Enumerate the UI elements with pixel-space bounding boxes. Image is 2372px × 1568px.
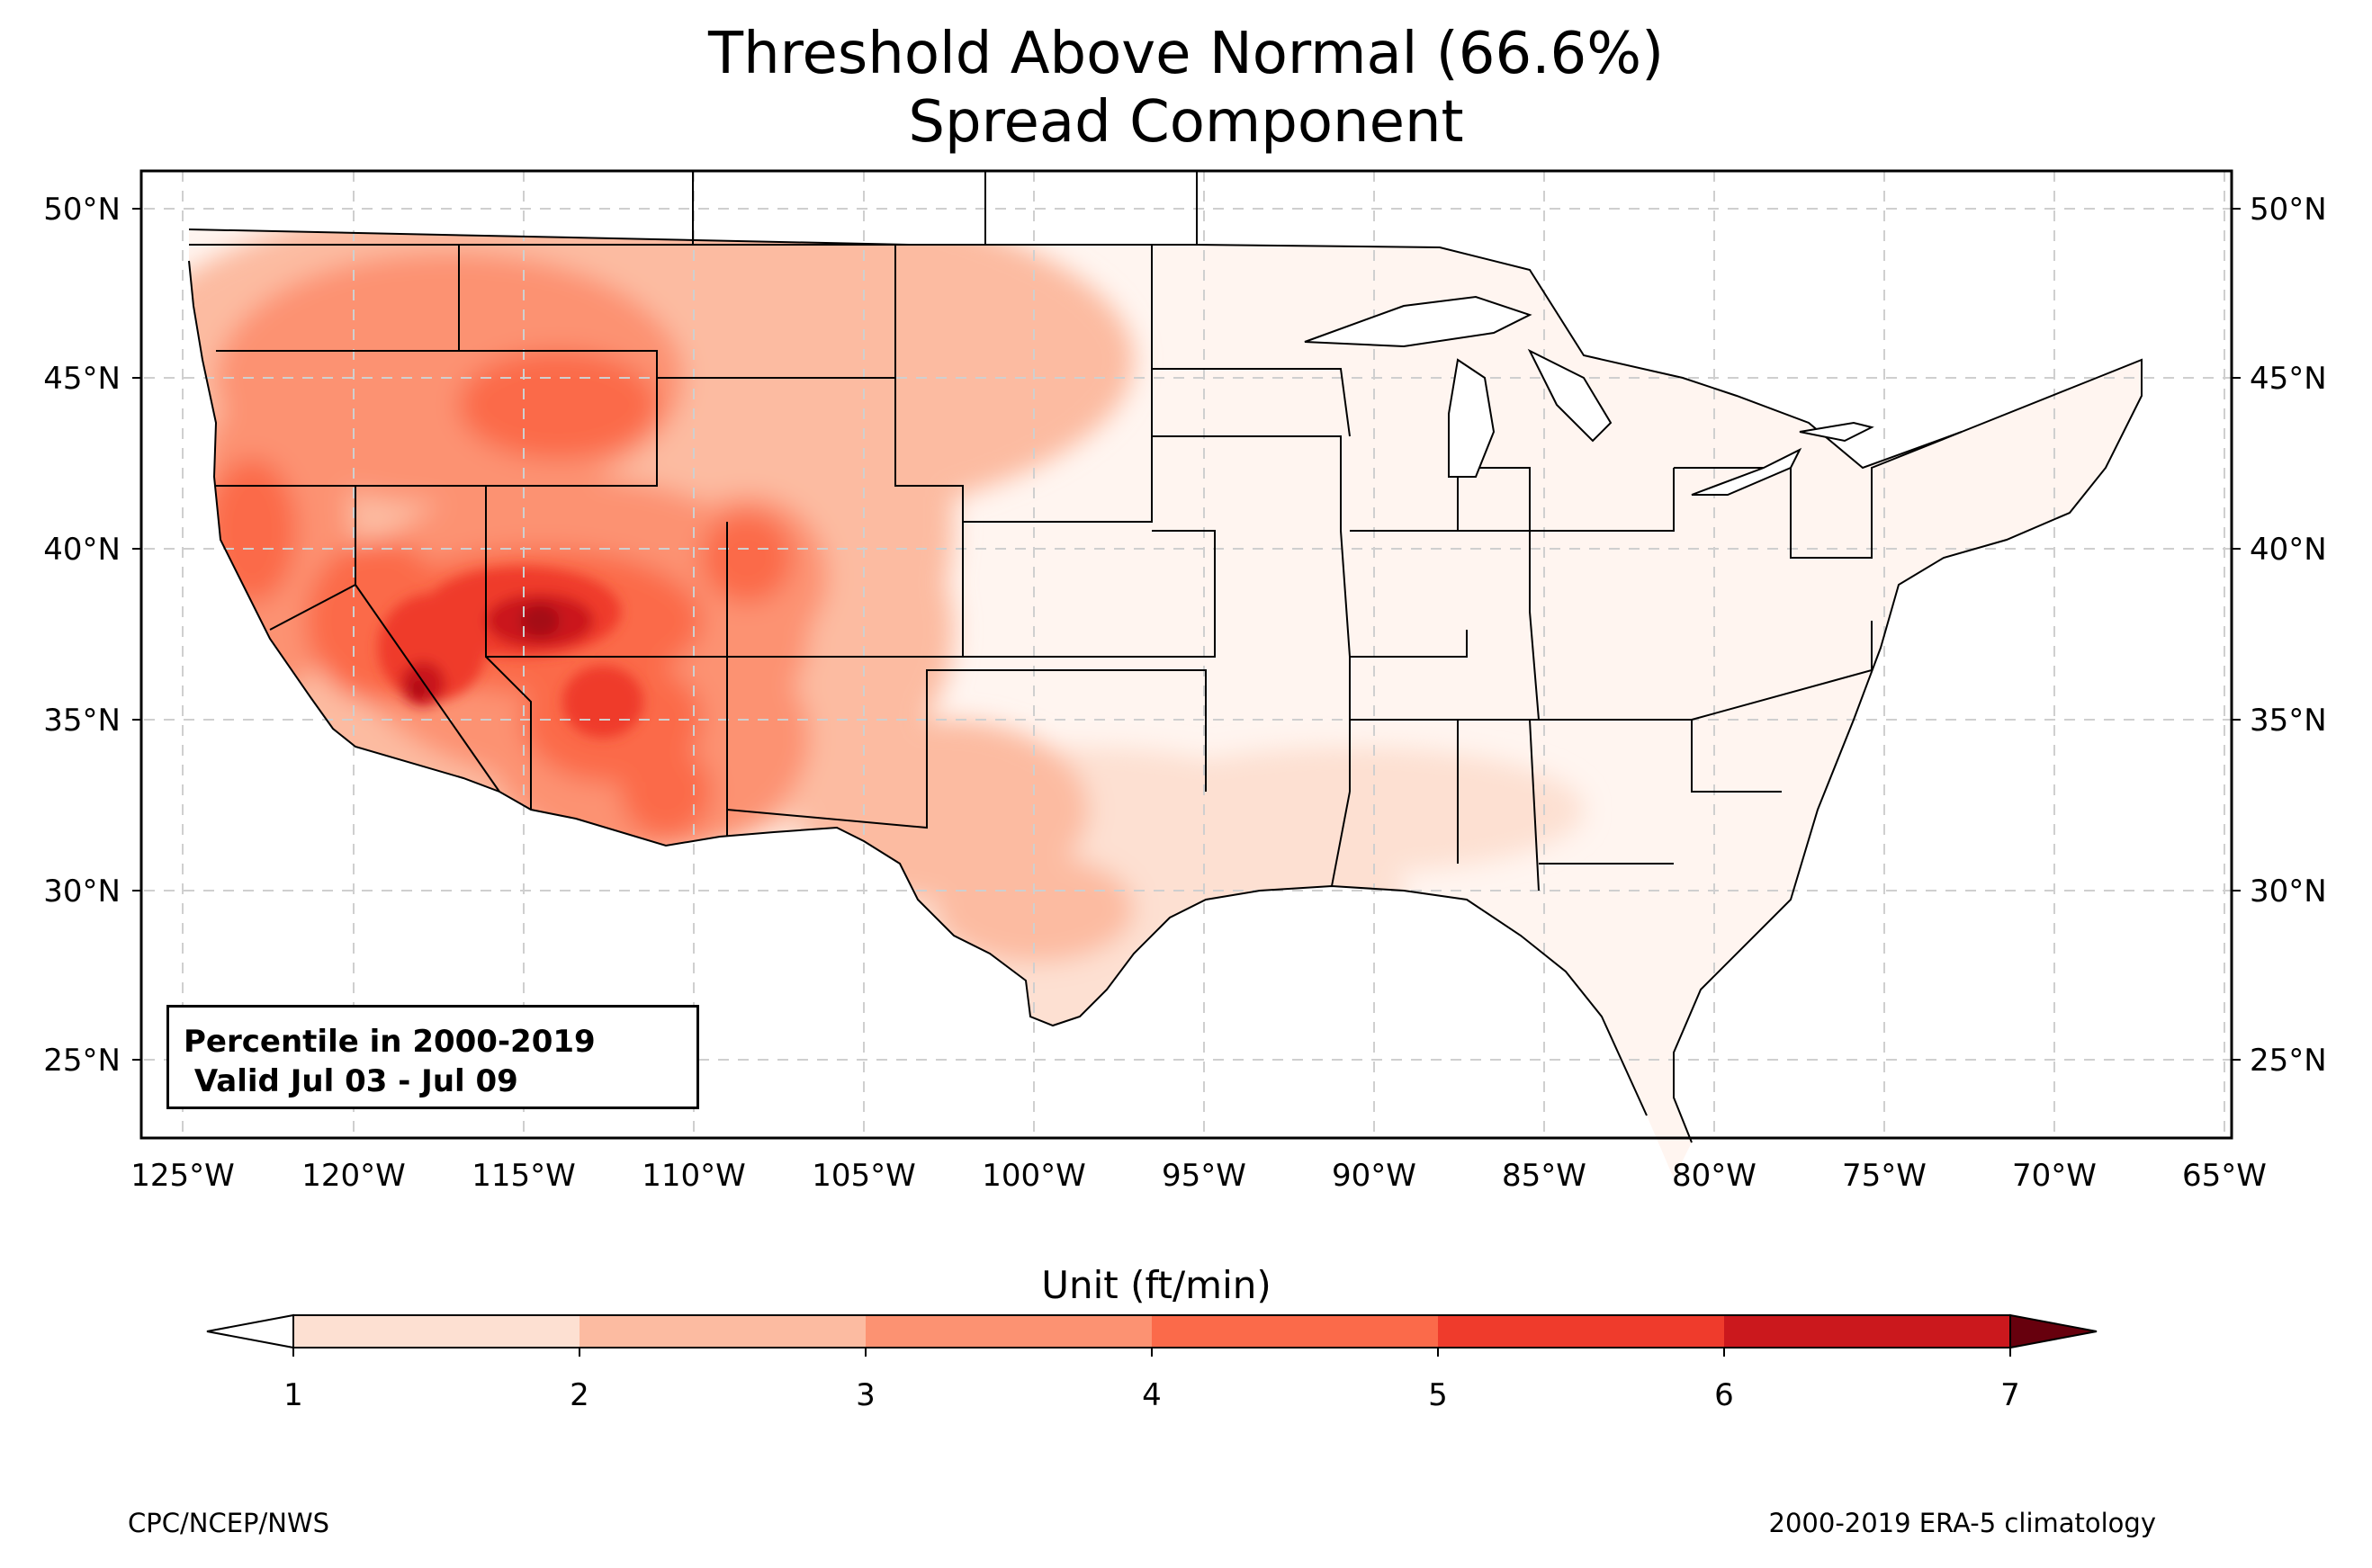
great-lakes	[1304, 295, 1874, 496]
info-box-line1: Percentile in 2000-2019	[184, 1024, 596, 1060]
colorbar-tick-label: 7	[2000, 1377, 2020, 1413]
colorbar-tick-label: 5	[1428, 1377, 1448, 1413]
lat-label-left: 45°N	[43, 361, 121, 397]
colorbar-segment	[1438, 1315, 1724, 1348]
lat-label-left: 50°N	[43, 192, 121, 228]
graticule	[144, 171, 2232, 1138]
footer-credit: CPC/NCEP/NWS	[128, 1508, 330, 1538]
lon-label: 120°W	[301, 1158, 406, 1194]
lon-label: 105°W	[812, 1158, 916, 1194]
lon-label: 70°W	[2012, 1158, 2097, 1194]
lat-tick-marks	[132, 208, 2241, 1061]
colorbar: 1 2 3 4 5 6 7	[206, 1313, 2098, 1413]
colorbar-tick-label: 2	[570, 1377, 589, 1413]
lon-label: 95°W	[1162, 1158, 1246, 1194]
lat-label-right: 50°N	[2250, 192, 2327, 228]
colorbar-under-arrow	[206, 1313, 294, 1349]
colorbar-segment	[1152, 1315, 1438, 1348]
lon-label: 115°W	[472, 1158, 576, 1194]
colorbar-tick-label: 3	[856, 1377, 876, 1413]
lat-label-right: 25°N	[2250, 1043, 2327, 1079]
lat-label-left: 35°N	[43, 703, 121, 739]
lat-label-right: 45°N	[2250, 361, 2327, 397]
lon-label: 75°W	[1842, 1158, 1927, 1194]
lon-label: 90°W	[1332, 1158, 1416, 1194]
colorbar-segment	[1724, 1315, 2010, 1348]
map-subtitle: Spread Component	[908, 89, 1464, 156]
lat-label-right: 30°N	[2250, 874, 2327, 909]
colorbar-over-arrow	[2009, 1313, 2098, 1349]
colorbar-tick-label: 1	[283, 1377, 303, 1413]
coastline	[188, 228, 2143, 1143]
colorbar-tick-label: 4	[1142, 1377, 1162, 1413]
colorbar-tick-label: 6	[1714, 1377, 1734, 1413]
lon-label: 85°W	[1502, 1158, 1586, 1194]
lon-label: 100°W	[982, 1158, 1086, 1194]
info-box: Percentile in 2000-2019 Valid Jul 03 - J…	[166, 1005, 699, 1109]
lat-label-right: 40°N	[2250, 532, 2327, 568]
info-box-line2: Valid Jul 03 - Jul 09	[184, 1063, 518, 1099]
lat-label-left: 25°N	[43, 1043, 121, 1079]
lon-label: 125°W	[130, 1158, 235, 1194]
colorbar-segment	[293, 1315, 580, 1348]
lon-label: 110°W	[642, 1158, 746, 1194]
colorbar-segment	[866, 1315, 1152, 1348]
map-border	[139, 169, 2233, 1140]
lat-label-left: 40°N	[43, 532, 121, 568]
colorbar-title: Unit (ft/min)	[1041, 1263, 1271, 1307]
map-title: Threshold Above Normal (66.6%)	[707, 21, 1665, 87]
lat-label-left: 30°N	[43, 874, 121, 909]
lon-label: 65°W	[2182, 1158, 2267, 1194]
lon-label: 80°W	[1672, 1158, 1757, 1194]
colorbar-segment	[580, 1315, 866, 1348]
footer-climatology: 2000-2019 ERA-5 climatology	[1768, 1508, 2156, 1538]
lat-label-right: 35°N	[2250, 703, 2327, 739]
